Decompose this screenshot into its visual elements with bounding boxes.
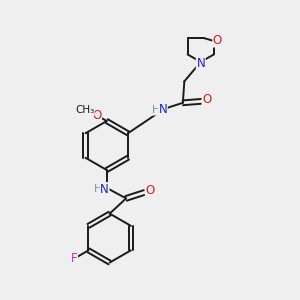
Text: O: O <box>213 34 222 47</box>
Text: N: N <box>158 103 167 116</box>
Text: N: N <box>100 183 109 196</box>
Text: O: O <box>202 93 212 106</box>
Text: O: O <box>92 109 101 122</box>
Text: H: H <box>152 105 160 115</box>
Text: O: O <box>146 184 154 197</box>
Text: F: F <box>71 252 77 265</box>
Text: CH₃: CH₃ <box>75 105 94 115</box>
Text: N: N <box>196 57 205 70</box>
Text: H: H <box>94 184 102 194</box>
